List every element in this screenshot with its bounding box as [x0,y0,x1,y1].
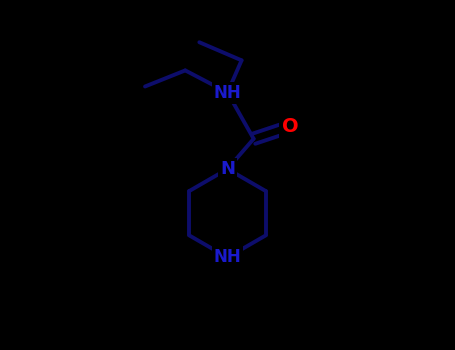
Text: NH: NH [214,248,241,266]
Text: NH: NH [214,84,241,101]
Text: O: O [282,117,298,136]
Text: N: N [220,160,235,178]
